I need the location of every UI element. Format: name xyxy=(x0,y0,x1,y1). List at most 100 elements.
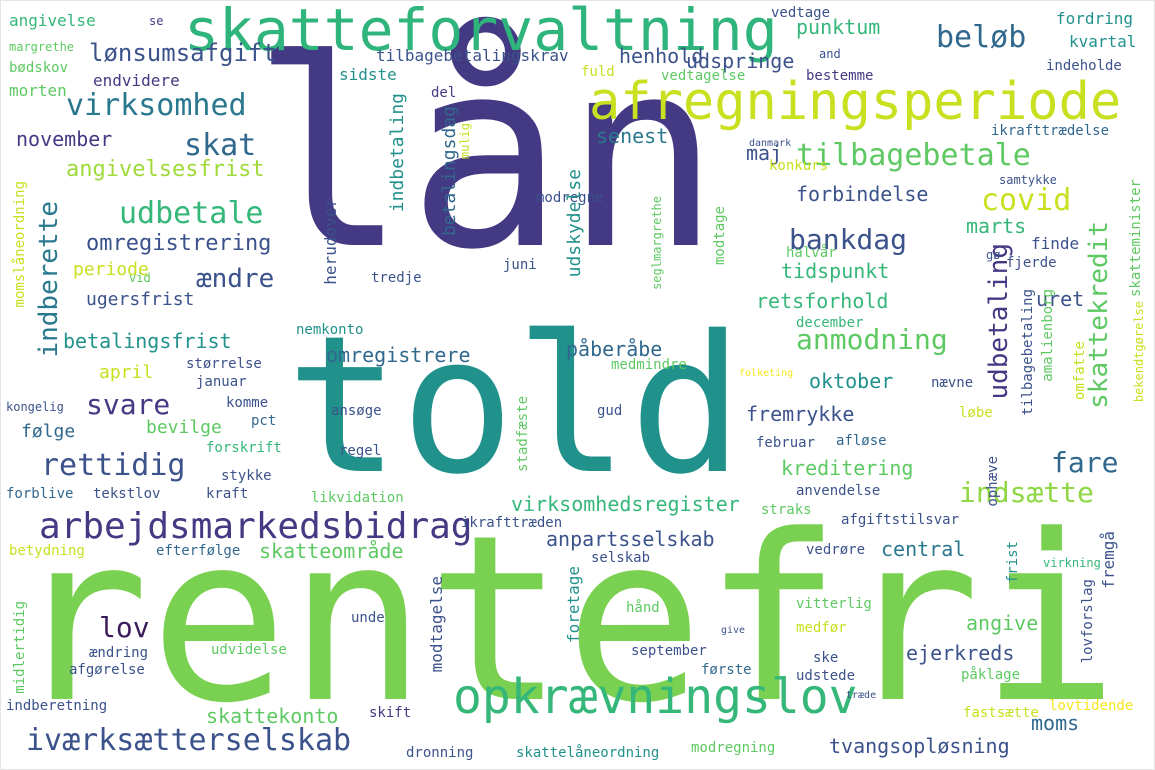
cloud-word: amalienborg xyxy=(1040,289,1056,382)
cloud-word: uret xyxy=(1036,287,1085,311)
cloud-word: omregistrering xyxy=(86,231,272,256)
cloud-word: halvår xyxy=(786,245,837,261)
cloud-word: sidste xyxy=(339,65,397,84)
cloud-word: indeholde xyxy=(1046,58,1122,74)
cloud-word: virksomhed xyxy=(66,88,247,123)
cloud-word: nåde xyxy=(456,104,485,118)
cloud-word: angive xyxy=(966,611,1039,635)
cloud-word: covid xyxy=(981,183,1072,218)
cloud-word: bevilge xyxy=(146,417,222,438)
cloud-word: kongelig xyxy=(6,400,64,414)
cloud-word: periode xyxy=(73,259,149,280)
cloud-word: selskab xyxy=(591,550,651,566)
cloud-word: seglmargrethe xyxy=(650,196,664,290)
cloud-word: mulig xyxy=(458,123,472,160)
cloud-word: ikrafttræden xyxy=(461,515,563,531)
cloud-word: se xyxy=(149,14,164,28)
cloud-word: nævne xyxy=(931,375,974,391)
cloud-word: september xyxy=(631,643,707,659)
cloud-word: bankdag xyxy=(789,223,908,256)
cloud-word: marts xyxy=(966,214,1027,238)
cloud-word: danmark xyxy=(749,138,792,149)
cloud-word: punktum xyxy=(796,15,881,39)
cloud-word: kraft xyxy=(206,486,249,502)
cloud-word: modregning xyxy=(691,740,776,756)
cloud-word: tilbagebetalingskrav xyxy=(376,46,569,65)
cloud-word: kvartal xyxy=(1069,32,1137,51)
cloud-word: moms xyxy=(1031,711,1080,735)
cloud-word: straks xyxy=(761,502,812,518)
cloud-word: tilbagebetale xyxy=(796,138,1031,173)
cloud-word: ansøge xyxy=(331,403,382,419)
cloud-word: stykke xyxy=(221,468,272,484)
cloud-word: indberetning xyxy=(6,698,108,714)
cloud-word: ophæve xyxy=(985,456,1001,507)
cloud-word: momslåneordning xyxy=(12,181,28,308)
cloud-word: januar xyxy=(196,374,247,390)
cloud-word: skift xyxy=(369,705,412,721)
cloud-word: udbetale xyxy=(119,196,264,231)
cloud-word: vid xyxy=(129,271,151,285)
cloud-word: skatteminister xyxy=(1128,179,1144,298)
cloud-word: virkning xyxy=(1043,556,1101,570)
cloud-word: gø xyxy=(986,248,1001,262)
cloud-word: skat xyxy=(184,128,257,163)
cloud-word: betalingsfrist xyxy=(63,329,232,353)
cloud-word: fare xyxy=(1051,446,1119,479)
cloud-word: betalingsdag xyxy=(439,106,460,237)
cloud-word: skattekredit xyxy=(1084,221,1114,409)
cloud-word: anvendelse xyxy=(796,483,881,499)
cloud-word: udvidelse xyxy=(211,642,287,658)
cloud-word: skattelåneordning xyxy=(516,745,660,761)
cloud-word: lån xyxy=(251,5,721,307)
cloud-word: arbejdsmarkedsbidrag xyxy=(39,506,473,547)
cloud-word: senest xyxy=(596,124,669,148)
cloud-word: afregningsperiode xyxy=(589,72,1122,132)
cloud-word: lov xyxy=(99,611,150,644)
cloud-word: regel xyxy=(339,443,382,459)
cloud-word: hånd xyxy=(626,600,660,616)
cloud-word: konkurs xyxy=(769,158,829,174)
cloud-word: afløse xyxy=(836,433,887,449)
cloud-word: vedtagelse xyxy=(661,68,746,84)
cloud-word: ikrafttrædelse xyxy=(991,123,1110,139)
cloud-word: likvidation xyxy=(311,490,404,506)
cloud-word: herudover xyxy=(321,198,340,285)
cloud-word: margrethe xyxy=(9,40,75,54)
cloud-word: tilbagebetaling xyxy=(1020,289,1036,416)
cloud-word: forskrift xyxy=(206,440,282,456)
cloud-word: modregne xyxy=(536,190,604,206)
cloud-word: medmindre xyxy=(611,357,687,373)
cloud-word: vedrøre xyxy=(806,542,866,558)
cloud-word: afgørelse xyxy=(69,662,145,678)
cloud-word: samtykke xyxy=(999,173,1057,187)
cloud-word: beløb xyxy=(936,20,1027,55)
cloud-word: give xyxy=(721,625,746,636)
cloud-word: skattekonto xyxy=(206,704,339,728)
cloud-word: told xyxy=(286,295,744,516)
cloud-word: fuld xyxy=(581,64,615,80)
cloud-word: svare xyxy=(86,388,171,421)
cloud-word: rentefri xyxy=(11,487,1119,754)
cloud-word: anmodning xyxy=(796,323,948,356)
cloud-word: afgiftstilsvar xyxy=(841,512,960,528)
cloud-word: foretage xyxy=(564,566,583,644)
cloud-word: stadfæste xyxy=(515,396,531,472)
cloud-word: indberette xyxy=(34,201,64,358)
cloud-word: central xyxy=(881,537,966,561)
cloud-word: rettidig xyxy=(41,448,186,483)
cloud-word: ugersfrist xyxy=(86,289,195,310)
cloud-word: vitterlig xyxy=(796,596,872,612)
cloud-word: retsforhold xyxy=(756,289,889,313)
cloud-word: ændre xyxy=(196,264,275,294)
cloud-word: maj xyxy=(746,141,783,165)
cloud-word: finde xyxy=(1031,234,1080,253)
cloud-word: indbetaling xyxy=(387,93,408,213)
cloud-word: ejerkreds xyxy=(906,641,1015,665)
cloud-word: unde xyxy=(351,610,385,626)
cloud-word: størrelse xyxy=(186,356,262,372)
cloud-word: lønsumsafgift xyxy=(89,39,277,67)
cloud-word: forbindelse xyxy=(796,182,929,206)
cloud-word: tvangsopløsning xyxy=(829,734,1010,758)
cloud-word: vedtage xyxy=(771,5,831,21)
